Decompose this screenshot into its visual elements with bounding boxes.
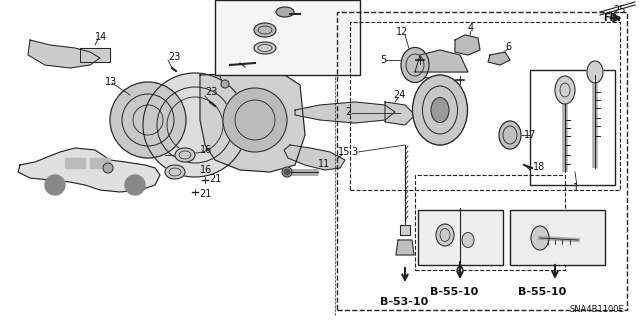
Text: 7: 7 xyxy=(218,25,224,35)
Text: 16: 16 xyxy=(200,145,212,155)
Polygon shape xyxy=(18,148,160,192)
Ellipse shape xyxy=(587,61,603,83)
Text: 2: 2 xyxy=(345,107,351,117)
Polygon shape xyxy=(396,240,414,255)
Text: 19: 19 xyxy=(295,27,307,37)
Bar xyxy=(415,175,565,270)
Ellipse shape xyxy=(555,76,575,104)
Text: B-53-10: B-53-10 xyxy=(380,297,428,307)
Text: 6: 6 xyxy=(505,42,511,52)
Circle shape xyxy=(110,82,186,158)
Polygon shape xyxy=(65,158,85,168)
Text: 24: 24 xyxy=(393,90,405,100)
Ellipse shape xyxy=(499,121,521,149)
Ellipse shape xyxy=(276,7,294,17)
Text: 3: 3 xyxy=(351,147,357,157)
Bar xyxy=(510,210,605,265)
Text: 18: 18 xyxy=(533,162,545,172)
Circle shape xyxy=(103,163,113,173)
Text: FR.: FR. xyxy=(603,13,621,23)
Polygon shape xyxy=(284,145,345,170)
Text: 20: 20 xyxy=(280,23,291,33)
Text: 21: 21 xyxy=(209,174,221,184)
Text: B-55-10: B-55-10 xyxy=(430,287,478,297)
Bar xyxy=(418,210,503,265)
Circle shape xyxy=(45,175,65,195)
Ellipse shape xyxy=(254,42,276,54)
Circle shape xyxy=(125,175,145,195)
Text: 11: 11 xyxy=(318,159,330,169)
Polygon shape xyxy=(295,102,395,123)
Text: 13: 13 xyxy=(105,77,117,87)
Polygon shape xyxy=(90,158,110,168)
Ellipse shape xyxy=(165,165,185,179)
Circle shape xyxy=(221,80,229,88)
Text: 17: 17 xyxy=(524,130,536,140)
Ellipse shape xyxy=(431,98,449,123)
Ellipse shape xyxy=(462,233,474,247)
Bar xyxy=(337,12,627,310)
Text: 15: 15 xyxy=(338,147,350,157)
Text: 14: 14 xyxy=(95,32,108,42)
Circle shape xyxy=(223,88,287,152)
Text: SNA4B1100E: SNA4B1100E xyxy=(570,306,625,315)
Polygon shape xyxy=(488,52,510,65)
Text: 9: 9 xyxy=(285,45,291,55)
Polygon shape xyxy=(415,50,468,72)
Ellipse shape xyxy=(413,75,467,145)
Text: 25: 25 xyxy=(613,5,625,15)
Bar xyxy=(215,0,360,75)
Ellipse shape xyxy=(531,226,549,250)
Bar xyxy=(530,70,615,185)
Ellipse shape xyxy=(282,167,292,177)
Text: 21: 21 xyxy=(199,189,211,199)
Text: 23: 23 xyxy=(205,87,218,97)
Polygon shape xyxy=(400,225,410,235)
Polygon shape xyxy=(28,40,100,68)
Circle shape xyxy=(143,73,247,177)
Text: 4: 4 xyxy=(468,23,474,33)
Polygon shape xyxy=(200,72,305,172)
Text: 1: 1 xyxy=(573,183,579,193)
Polygon shape xyxy=(455,35,480,55)
Bar xyxy=(350,22,620,190)
Circle shape xyxy=(284,169,290,175)
Text: 10: 10 xyxy=(220,59,232,69)
Text: 5: 5 xyxy=(415,70,421,80)
Ellipse shape xyxy=(401,47,429,83)
Polygon shape xyxy=(80,48,110,62)
Polygon shape xyxy=(385,102,415,125)
Text: 23: 23 xyxy=(168,52,180,62)
Ellipse shape xyxy=(436,224,454,246)
Text: 22: 22 xyxy=(213,67,225,77)
Ellipse shape xyxy=(254,23,276,37)
Text: 16: 16 xyxy=(200,165,212,175)
Text: 8: 8 xyxy=(300,3,306,13)
Text: B-55-10: B-55-10 xyxy=(518,287,566,297)
Text: 12: 12 xyxy=(396,27,408,37)
Ellipse shape xyxy=(175,148,195,162)
Text: 5: 5 xyxy=(380,55,387,65)
